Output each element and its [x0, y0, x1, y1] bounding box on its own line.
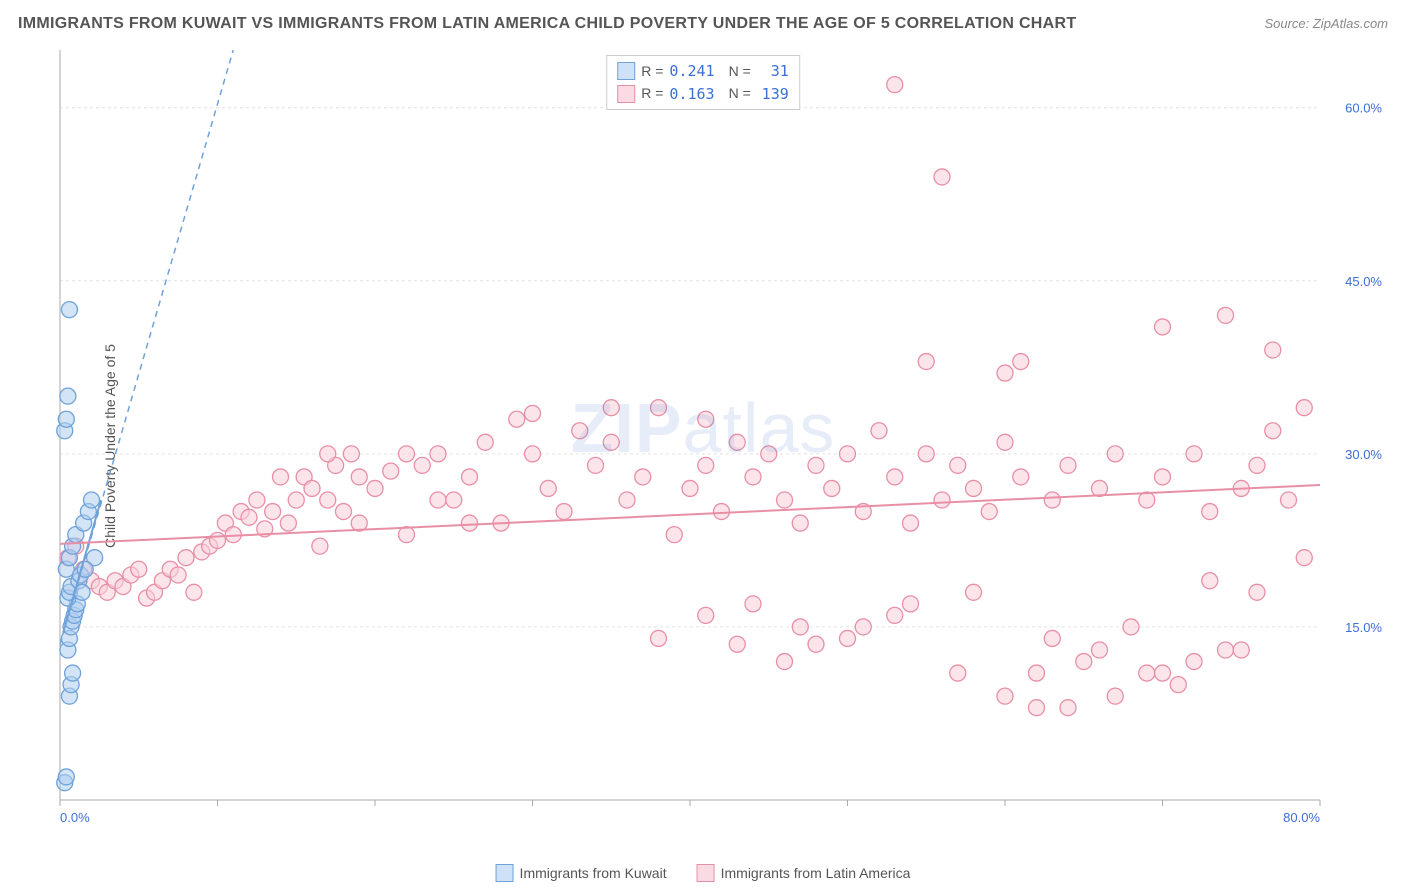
swatch-kuwait-icon	[496, 864, 514, 882]
r-value-kuwait: 0.241	[669, 60, 714, 83]
n-value-kuwait: 31	[757, 60, 789, 83]
svg-text:45.0%: 45.0%	[1345, 274, 1382, 289]
r-label: R =	[641, 61, 663, 82]
scatter-chart: 15.0% 30.0% 45.0% 60.0% 0.0% 80.0%	[50, 50, 1390, 840]
r-label: R =	[641, 83, 663, 104]
source-label: Source: ZipAtlas.com	[1264, 16, 1388, 31]
svg-text:80.0%: 80.0%	[1283, 810, 1320, 825]
legend-row-latin: R = 0.163 N = 139	[617, 83, 789, 106]
swatch-latin-icon	[697, 864, 715, 882]
chart-header: IMMIGRANTS FROM KUWAIT VS IMMIGRANTS FRO…	[18, 15, 1388, 33]
correlation-legend: R = 0.241 N = 31 R = 0.163 N = 139	[606, 55, 800, 110]
legend-item-kuwait: Immigrants from Kuwait	[496, 864, 667, 882]
swatch-kuwait	[617, 62, 635, 80]
swatch-latin	[617, 85, 635, 103]
svg-text:60.0%: 60.0%	[1345, 101, 1382, 116]
legend-item-latin: Immigrants from Latin America	[697, 864, 911, 882]
r-value-latin: 0.163	[669, 83, 714, 106]
legend-label-latin: Immigrants from Latin America	[721, 865, 911, 881]
legend-label-kuwait: Immigrants from Kuwait	[520, 865, 667, 881]
chart-container: 15.0% 30.0% 45.0% 60.0% 0.0% 80.0%	[50, 50, 1390, 840]
svg-text:30.0%: 30.0%	[1345, 447, 1382, 462]
legend-row-kuwait: R = 0.241 N = 31	[617, 60, 789, 83]
n-label: N =	[729, 61, 751, 82]
svg-text:15.0%: 15.0%	[1345, 620, 1382, 635]
svg-text:0.0%: 0.0%	[60, 810, 90, 825]
n-value-latin: 139	[757, 83, 789, 106]
n-label: N =	[729, 83, 751, 104]
chart-title: IMMIGRANTS FROM KUWAIT VS IMMIGRANTS FRO…	[18, 15, 1076, 33]
series-legend: Immigrants from Kuwait Immigrants from L…	[496, 864, 911, 882]
